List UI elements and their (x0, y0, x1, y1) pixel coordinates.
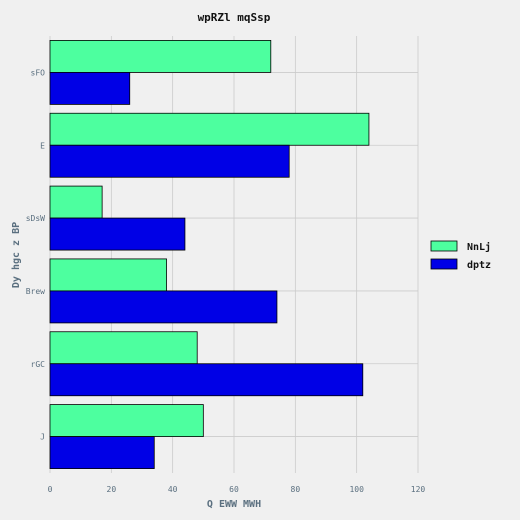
chart-title: wpRZl mqSsp (198, 11, 271, 24)
y-tick-label: sDsW (26, 214, 45, 223)
bar-NnLj-E (49, 112, 370, 146)
x-tick-label: 80 (291, 485, 301, 494)
legend-swatch-NnLj (430, 240, 458, 252)
bars (49, 40, 370, 469)
y-tick-label: E (40, 141, 45, 150)
y-tick-label: rGC (31, 360, 46, 369)
y-tick-label: Brew (26, 287, 45, 296)
bar-dptz-Brew (49, 290, 278, 324)
x-tick-label: 40 (168, 485, 178, 494)
x-axis-label: Q EWW MWH (207, 499, 261, 510)
bar-NnLj-sDsW (49, 185, 103, 219)
bar-NnLj-J (49, 404, 204, 437)
bar-NnLj-rGC (49, 331, 198, 365)
x-tick-label: 20 (107, 485, 117, 494)
bar-NnLj-Brew (49, 258, 167, 292)
legend-swatch-dptz (430, 258, 458, 270)
bar-dptz-sDsW (49, 217, 186, 251)
legend-label-dptz: dptz (467, 260, 491, 271)
legend-label-NnLj: NnLj (467, 241, 491, 253)
x-tick-label: 60 (229, 485, 239, 494)
y-axis-label: Dy hgc z BP (11, 222, 22, 288)
bar-dptz-sFO (49, 72, 131, 105)
x-tick-label: 0 (48, 485, 53, 494)
bar-dptz-rGC (49, 363, 364, 397)
y-tick-label: J (40, 433, 45, 442)
legend: NnLj dptz (430, 240, 491, 271)
x-tick-label: 120 (411, 485, 426, 494)
x-tick-label: 100 (349, 485, 364, 494)
bar-NnLj-sFO (49, 40, 272, 73)
bar-dptz-E (49, 144, 290, 178)
bar-dptz-J (49, 436, 155, 469)
y-tick-label: sFO (31, 68, 46, 77)
x-axis-ticks: 0 20 40 60 80 100 120 (48, 485, 426, 494)
